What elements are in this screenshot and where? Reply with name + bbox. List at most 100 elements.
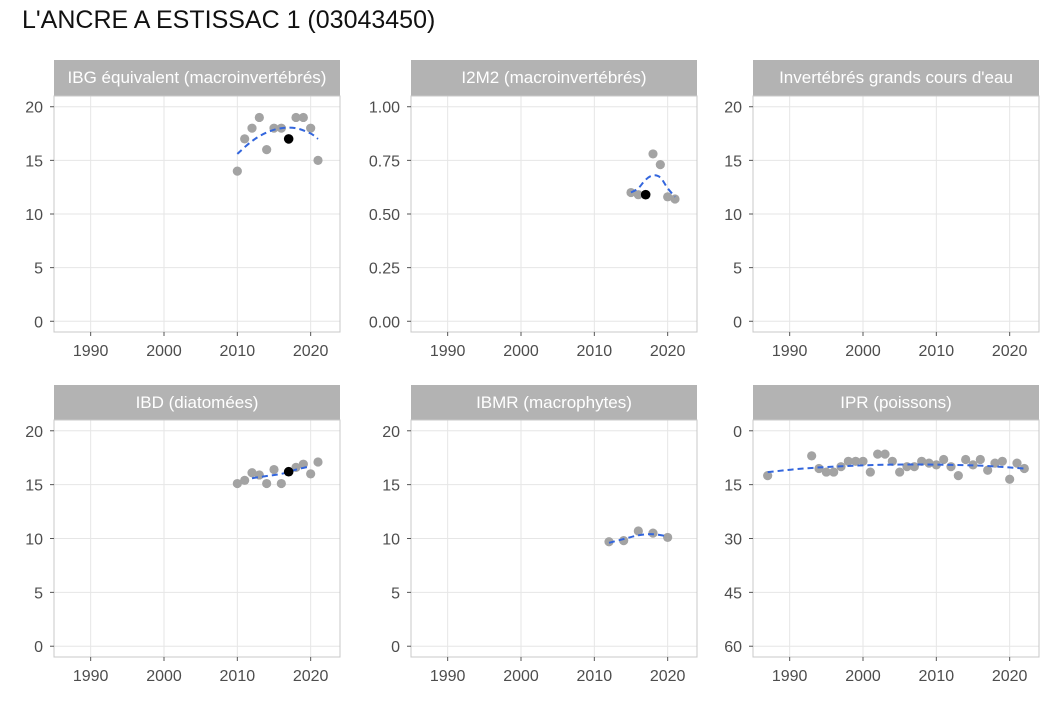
panel-ibd-point-1 <box>240 475 250 485</box>
panel-ibg-point-10 <box>313 155 323 165</box>
panel-ipr-point-11 <box>880 449 890 459</box>
panel-ipr-ytick-label-3: 45 <box>724 585 742 602</box>
panel-ibg-point-4 <box>262 145 272 155</box>
panel-ibg-trend-line <box>236 126 319 155</box>
panel-ibmr-ytick-label-0: 0 <box>391 639 400 656</box>
panel-invertebres-ytick-label-2: 10 <box>724 207 742 224</box>
panel-ipr-strip <box>753 385 1039 420</box>
panel-i2m2-ytick-label-2: 0.50 <box>369 207 400 224</box>
panel-i2m2-point-2 <box>648 149 658 159</box>
panel-ibg-point-2 <box>247 123 257 133</box>
panel-invertebres-ytick-label-1: 5 <box>733 261 742 278</box>
panel-ibmr-trend-line <box>608 533 668 544</box>
panel-invertebres-ytick-label-3: 15 <box>724 153 742 170</box>
panel-ipr-point-9 <box>865 467 875 477</box>
panel-ipr-point-8 <box>858 456 868 466</box>
panel-ibmr-xtick-label-0: 1990 <box>430 668 466 685</box>
panel-ipr-point-21 <box>953 471 963 481</box>
page-title: L'ANCRE A ESTISSAC 1 (03043450) <box>22 6 436 34</box>
panel-invertebres-xtick-label-3: 2020 <box>992 343 1028 360</box>
panel-ipr-ytick-label-0: 0 <box>733 424 742 441</box>
panel-ipr-point-2 <box>814 463 824 474</box>
panel-ibd-strip <box>54 385 340 420</box>
panel-ibmr-point-1 <box>619 536 629 546</box>
panel-ibg-ytick-label-4: 20 <box>25 100 43 117</box>
panel-ibmr-strip <box>411 385 697 420</box>
panel-ibg-xtick-label-0: 1990 <box>73 343 109 360</box>
panel-ibmr-point-4 <box>663 532 673 543</box>
panel-ibd-xtick-label-0: 1990 <box>73 668 109 685</box>
panel-invertebres-xtick-label-1: 2000 <box>845 343 881 360</box>
panel-i2m2-title: I2M2 (macroinvertébrés) <box>461 68 646 87</box>
panel-ibg-highlight-point-0 <box>283 134 294 144</box>
panel-ibd-point-9 <box>306 469 316 479</box>
panel-ibd-point-10 <box>313 457 323 467</box>
panel-i2m2-ytick-label-4: 1.00 <box>369 100 400 117</box>
panel-ibg-point-7 <box>291 112 301 123</box>
panel-ibg-point-0 <box>232 166 242 176</box>
panel-ibd-xtick-label-1: 2000 <box>146 668 182 685</box>
panel-ibg-ytick-label-3: 15 <box>25 153 43 170</box>
panel-ibg-xtick-label-3: 2020 <box>293 343 329 360</box>
panel-ipr-point-4 <box>829 467 839 477</box>
panel-ibg-point-3 <box>254 112 264 123</box>
panel-ipr-point-10 <box>873 449 883 459</box>
panel-ibmr-ytick-label-3: 15 <box>382 478 400 495</box>
panel-ipr-point-3 <box>821 467 831 477</box>
panel-ibd-point-0 <box>232 478 242 489</box>
panel-ibmr-point-3 <box>648 528 658 538</box>
panel-ibd-point-4 <box>262 478 272 489</box>
panel-i2m2-point-0 <box>626 187 636 198</box>
panel-ipr-xtick-label-0: 1990 <box>772 668 808 685</box>
panel-ibmr-ytick-label-1: 5 <box>391 585 400 602</box>
panel-ipr-xtick-label-3: 2020 <box>992 668 1028 685</box>
panel-i2m2-point-1 <box>633 190 643 200</box>
panel-invertebres-ytick-label-0: 0 <box>733 314 742 331</box>
panel-ipr-xtick-label-2: 2010 <box>919 668 955 685</box>
panel-ibmr-ytick-label-4: 20 <box>382 424 400 441</box>
panel-invertebres-strip <box>753 60 1039 96</box>
panel-ibmr-point-0 <box>604 537 614 547</box>
panel-ibmr-title: IBMR (macrophytes) <box>476 393 632 412</box>
panel-ibmr-xtick-label-1: 2000 <box>503 668 539 685</box>
panel-ibmr-xtick-label-3: 2020 <box>650 668 686 685</box>
panel-ibg-title: IBG équivalent (macroinvertébrés) <box>68 68 327 87</box>
panel-i2m2-ytick-label-0: 0.00 <box>369 314 400 331</box>
panel-i2m2-point-3 <box>655 160 665 170</box>
panel-i2m2-ytick-label-3: 0.75 <box>369 153 400 170</box>
panel-i2m2-point-4 <box>663 192 673 202</box>
panel-ibg-xtick-label-1: 2000 <box>146 343 182 360</box>
panel-ibg-ytick-label-2: 10 <box>25 207 43 224</box>
panel-i2m2-point-5 <box>670 194 680 204</box>
panel-ipr-point-18 <box>931 460 941 470</box>
panel-i2m2-xtick-label-1: 2000 <box>503 343 539 360</box>
panel-ibd-highlight-point-0 <box>283 466 294 477</box>
panel-ibd-point-6 <box>276 478 286 489</box>
panel-ibg-point-8 <box>298 112 308 123</box>
panel-ibd-title: IBD (diatomées) <box>136 393 259 412</box>
panel-ipr-point-22 <box>961 454 971 465</box>
panel-ibd-ytick-label-3: 15 <box>25 478 43 495</box>
panel-ibd-ytick-label-0: 0 <box>34 639 43 656</box>
panel-ipr-point-29 <box>1012 458 1022 468</box>
panel-ibd-ytick-label-1: 5 <box>34 585 43 602</box>
panel-ibg-ytick-label-0: 0 <box>34 314 43 331</box>
panel-ipr-point-6 <box>843 456 853 466</box>
panel-ipr-point-15 <box>909 462 919 472</box>
panel-ibg-ytick-label-1: 5 <box>34 261 43 278</box>
panel-ibd-ytick-label-2: 10 <box>25 532 43 549</box>
panel-ibd-ytick-label-4: 20 <box>25 424 43 441</box>
panel-ipr-point-24 <box>975 454 985 465</box>
panel-ibg-xtick-label-2: 2010 <box>220 343 256 360</box>
panel-ibg-point-1 <box>240 134 250 144</box>
panel-ipr-ytick-label-1: 15 <box>724 478 742 495</box>
panel-i2m2-highlight-point-0 <box>640 189 651 200</box>
panel-invertebres-ytick-label-4: 20 <box>724 100 742 117</box>
panel-ipr-point-7 <box>851 456 861 466</box>
panel-invertebres-xtick-label-2: 2010 <box>919 343 955 360</box>
panel-ipr-point-0 <box>763 471 773 481</box>
panel-ibd-point-2 <box>247 468 257 478</box>
panel-ibd-xtick-label-2: 2010 <box>220 668 256 685</box>
panel-i2m2-xtick-label-0: 1990 <box>430 343 466 360</box>
